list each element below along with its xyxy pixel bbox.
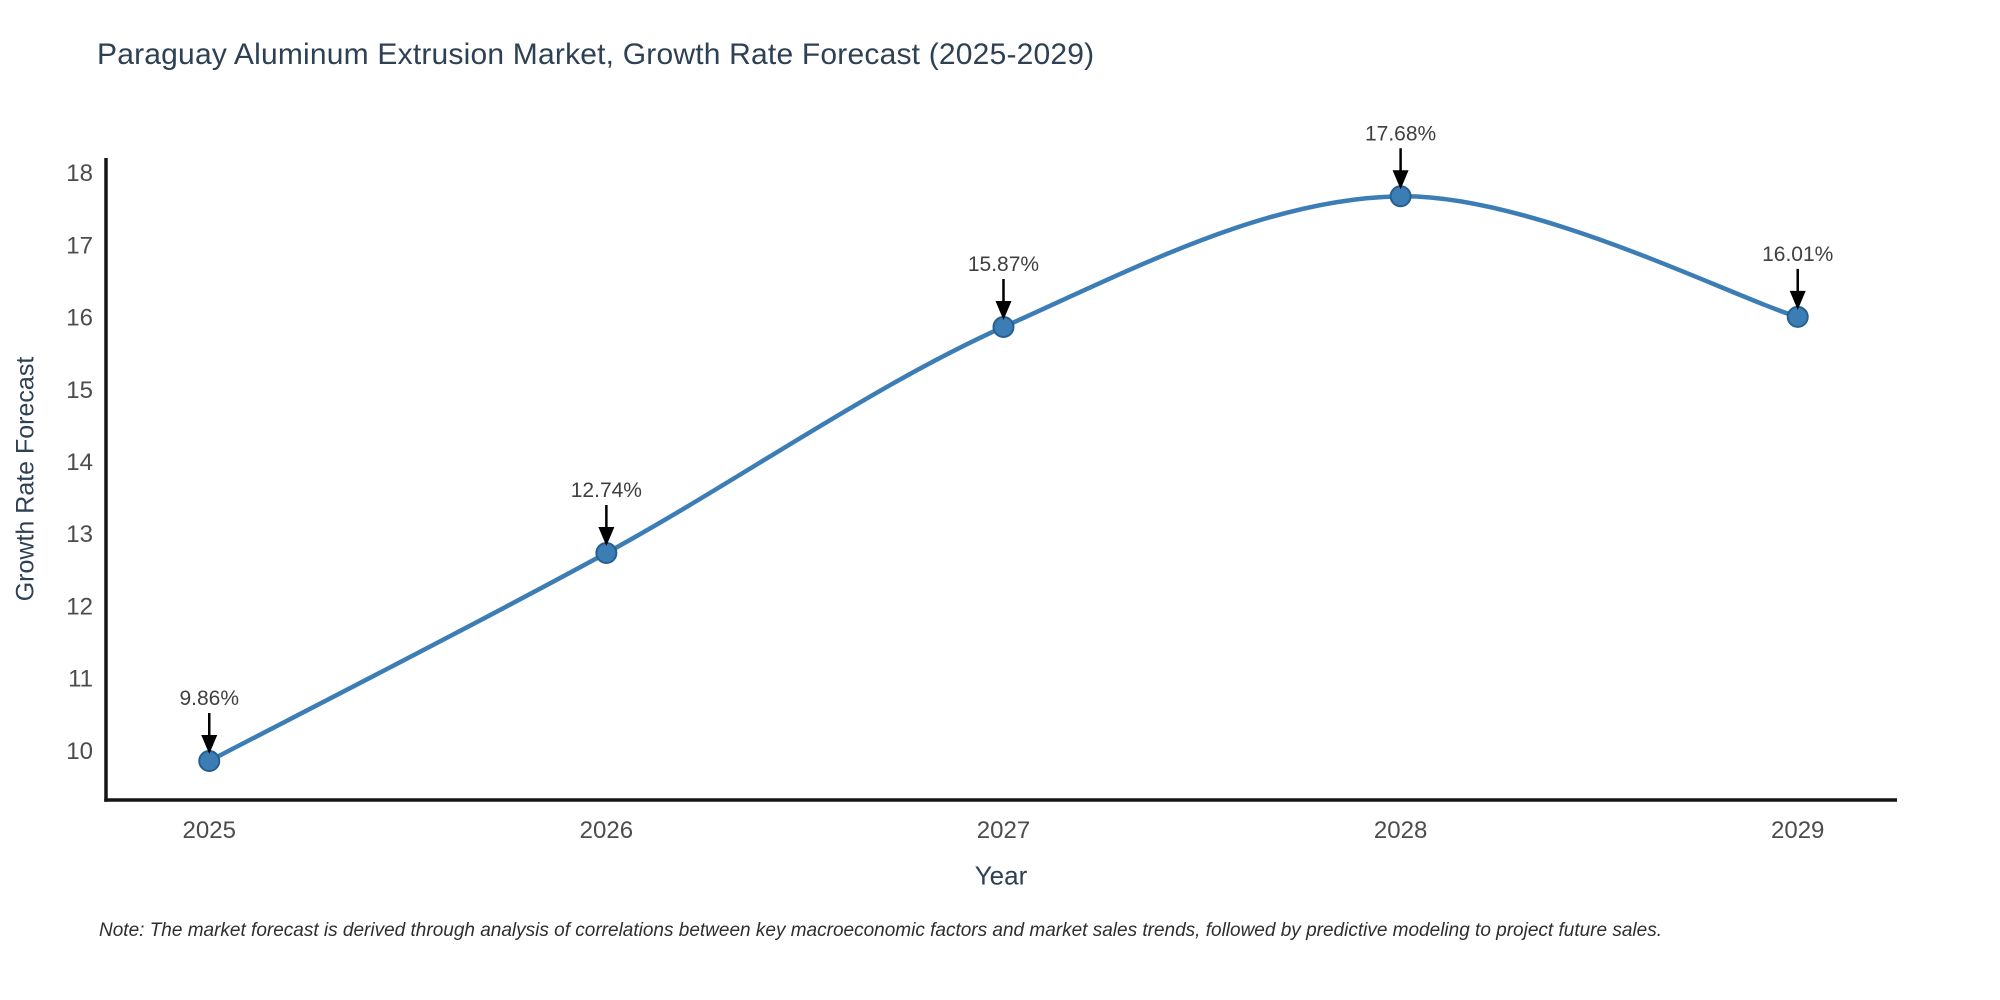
annotation-arrow-head xyxy=(1392,170,1409,190)
y-tick-label: 13 xyxy=(66,521,93,548)
y-tick-label: 17 xyxy=(66,232,93,259)
point-value-label: 12.74% xyxy=(571,479,642,502)
y-tick-label: 10 xyxy=(66,738,93,765)
annotation-arrow-head xyxy=(201,735,218,755)
y-tick-label: 18 xyxy=(66,160,93,187)
y-tick-label: 14 xyxy=(66,449,93,476)
annotation-arrow-head xyxy=(995,300,1012,320)
point-value-label: 17.68% xyxy=(1365,122,1436,145)
x-tick-label: 2025 xyxy=(183,817,236,844)
x-tick-label: 2027 xyxy=(977,817,1030,844)
x-tick-label: 2029 xyxy=(1771,817,1824,844)
y-axis-title: Growth Rate Forecast xyxy=(11,356,40,602)
point-value-label: 15.87% xyxy=(968,253,1039,276)
x-tick-label: 2026 xyxy=(580,817,633,844)
y-tick-label: 16 xyxy=(66,305,93,332)
y-tick-label: 15 xyxy=(66,377,93,404)
annotation-arrow-head xyxy=(1789,290,1806,310)
chart-title: Paraguay Aluminum Extrusion Market, Grow… xyxy=(97,38,1095,71)
footnote: Note: The market forecast is derived thr… xyxy=(99,920,1662,941)
x-axis-title: Year xyxy=(974,860,1028,891)
y-tick-label: 11 xyxy=(68,666,93,693)
point-value-label: 9.86% xyxy=(179,687,239,710)
y-tick-label: 12 xyxy=(66,593,93,620)
annotation-arrow-head xyxy=(598,527,615,547)
point-value-label: 16.01% xyxy=(1762,243,1833,266)
x-tick-label: 2028 xyxy=(1374,817,1427,844)
